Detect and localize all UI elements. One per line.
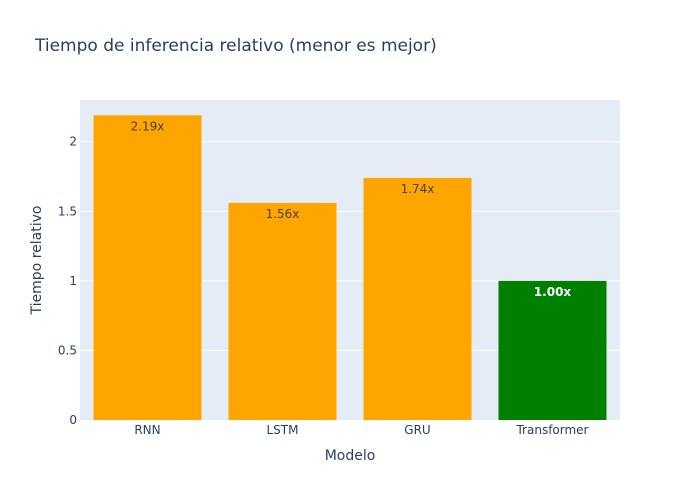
x-tick-label: GRU — [404, 423, 430, 437]
bar-rnn — [93, 115, 202, 420]
y-tick-label: 2 — [69, 135, 77, 149]
bar-gru — [363, 177, 472, 420]
bar-transformer — [498, 280, 607, 420]
bar-value-label: 1.56x — [266, 207, 300, 221]
bar-value-label: 1.00x — [534, 285, 572, 299]
y-tick-label: 0.5 — [58, 343, 77, 357]
y-axis-title: Tiempo relativo — [29, 206, 45, 316]
bar-labels: 2.19x 1.56x 1.74x 1.00x — [131, 119, 572, 299]
x-tick-labels: RNN LSTM GRU Transformer — [134, 423, 588, 437]
chart-title: Tiempo de inferencia relativo (menor es … — [34, 36, 437, 56]
y-tick-label: 1 — [69, 274, 77, 288]
x-axis-title: Modelo — [325, 448, 376, 464]
bars — [93, 115, 607, 420]
bar-value-label: 1.74x — [401, 182, 435, 196]
x-tick-label: Transformer — [515, 423, 588, 437]
y-tick-label: 1.5 — [58, 204, 77, 218]
y-tick-label: 0 — [69, 413, 77, 427]
x-tick-label: RNN — [134, 423, 160, 437]
bar-lstm — [228, 202, 337, 420]
y-tick-labels: 0 0.5 1 1.5 2 — [58, 135, 77, 427]
bar-value-label: 2.19x — [131, 119, 165, 133]
x-tick-label: LSTM — [267, 423, 299, 437]
